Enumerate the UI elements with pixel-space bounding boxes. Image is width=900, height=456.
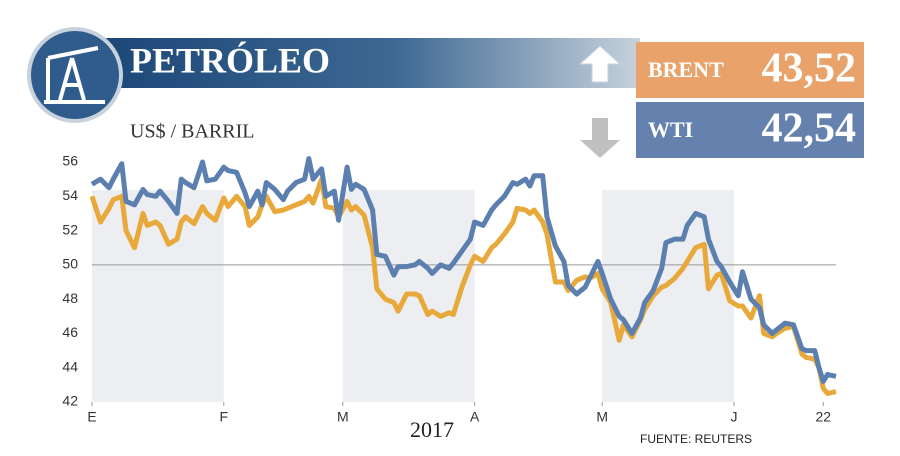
indicators: BRENT 43,52 WTI 42,54 [636, 42, 864, 158]
indicator-box [636, 42, 864, 98]
year-label: 2017 [410, 417, 454, 442]
indicator-name: WTI [648, 117, 693, 142]
x-tick-label: M [337, 409, 349, 425]
y-tick-label: 42 [62, 393, 78, 409]
indicator-value: 43,52 [762, 46, 857, 92]
indicator-box [636, 102, 864, 158]
source: FUENTE: REUTERS [640, 432, 752, 446]
title: PETRÓLEO [130, 40, 330, 80]
indicator-value: 42,54 [762, 106, 857, 152]
y-tick-label: 56 [62, 153, 78, 169]
month-band [602, 190, 734, 402]
y-tick-label: 50 [62, 256, 78, 272]
chart: 42 44 46 48 50 52 54 56 E F M A M J 22 US$ / BARRIL 2017… [62, 121, 837, 446]
y-tick-label: 48 [62, 290, 78, 306]
arrow-up [578, 45, 622, 83]
indicator-name: BRENT [648, 57, 724, 82]
x-tick-label: E [87, 409, 96, 425]
y-tick-label: 54 [62, 187, 78, 203]
x-tick-label: 22 [815, 409, 831, 425]
series-line [89, 176, 837, 396]
y-tick-label: 52 [62, 221, 78, 237]
series-line [90, 156, 837, 384]
x-tick-label: F [220, 409, 229, 425]
x-tick-label: M [596, 409, 608, 425]
x-tick-label: J [730, 409, 737, 425]
title-banner [95, 38, 640, 88]
y-tick-label: 46 [62, 324, 78, 340]
x-tick-label: A [470, 409, 480, 425]
arrow-down [580, 118, 620, 158]
y-tick-label: 44 [62, 358, 78, 374]
y-axis-label: US$ / BARRIL [130, 121, 254, 143]
pumpjack-icon [44, 46, 105, 104]
